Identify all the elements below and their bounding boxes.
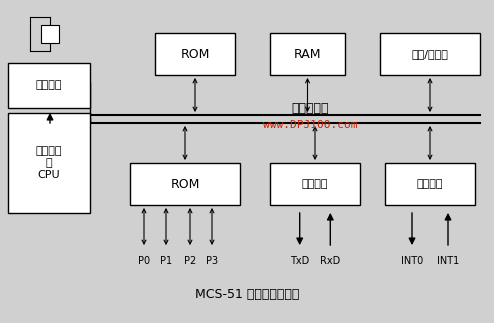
Bar xyxy=(155,33,235,75)
Bar xyxy=(8,63,90,108)
Text: 中央处理
器
CPU: 中央处理 器 CPU xyxy=(36,146,62,181)
Text: TxD: TxD xyxy=(290,256,309,266)
Text: RAM: RAM xyxy=(294,47,321,60)
Text: RxD: RxD xyxy=(320,256,340,266)
Text: P2: P2 xyxy=(184,256,196,266)
Bar xyxy=(385,163,475,205)
Bar xyxy=(130,163,240,205)
Bar xyxy=(8,113,90,213)
Text: P3: P3 xyxy=(206,256,218,266)
Text: 时钟电路: 时钟电路 xyxy=(36,80,62,90)
Text: INT0: INT0 xyxy=(401,256,423,266)
Text: www.DPJ100.com: www.DPJ100.com xyxy=(263,120,357,130)
Text: 定时/计算器: 定时/计算器 xyxy=(412,49,449,59)
Text: ROM: ROM xyxy=(170,178,200,191)
Text: MCS-51 单片机结构框图: MCS-51 单片机结构框图 xyxy=(195,288,299,301)
Bar xyxy=(41,25,59,43)
Bar xyxy=(270,33,345,75)
Text: 单片机之家: 单片机之家 xyxy=(291,102,329,116)
Text: P1: P1 xyxy=(160,256,172,266)
Text: P0: P0 xyxy=(138,256,150,266)
Bar xyxy=(270,163,360,205)
Text: 串行接口: 串行接口 xyxy=(302,179,328,189)
Text: 中断系统: 中断系统 xyxy=(417,179,443,189)
Text: INT1: INT1 xyxy=(437,256,459,266)
Text: ROM: ROM xyxy=(180,47,209,60)
Bar xyxy=(380,33,480,75)
